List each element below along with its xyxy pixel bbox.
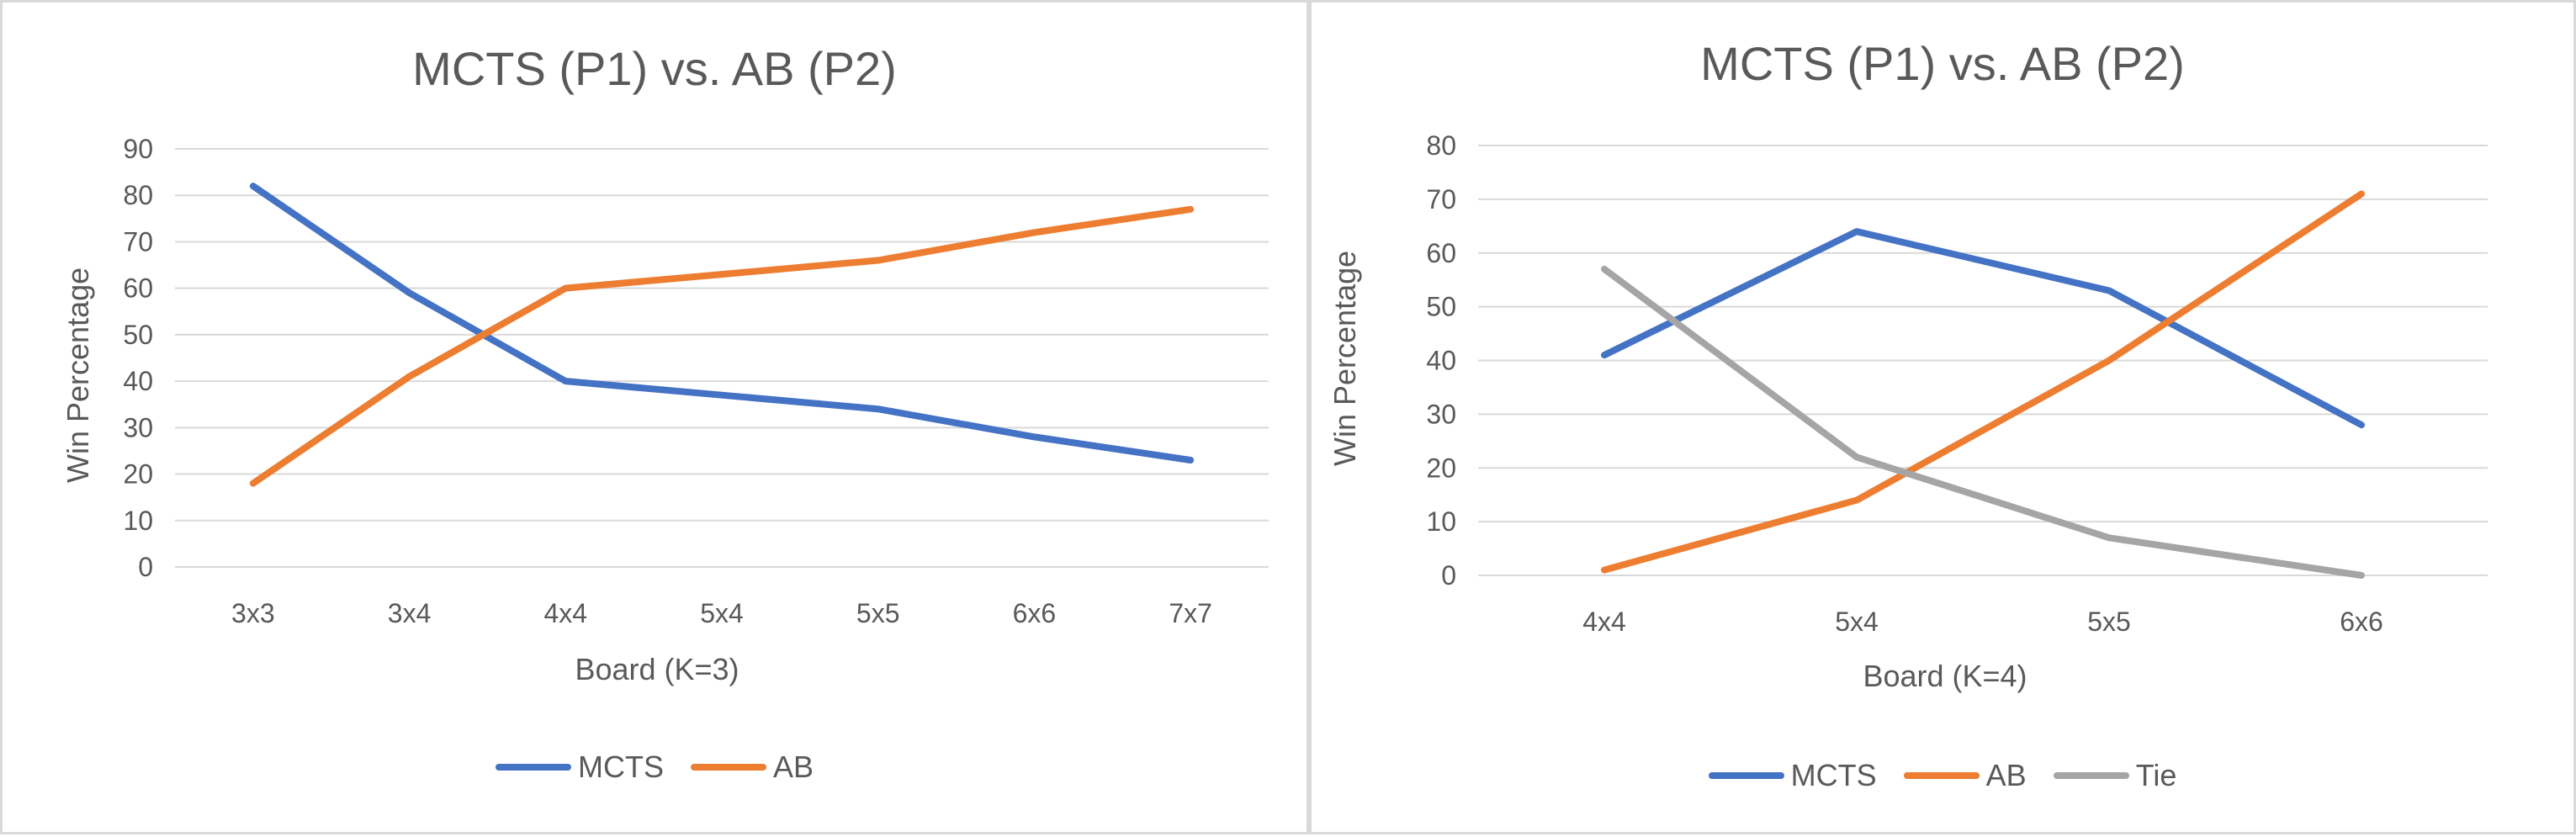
legend-item-mcts: MCTS bbox=[1708, 758, 1877, 793]
legend-item-ab: AB bbox=[1903, 758, 2027, 793]
x-tick-label: 5x4 bbox=[1835, 607, 1879, 637]
y-tick-label: 70 bbox=[123, 226, 153, 257]
chart-plot-left: 0 10 20 30 40 50 60 70 80 90 3x3 3x4 4x4 5x4 5x5 6x6 7x7 bbox=[123, 134, 1269, 628]
y-tick-label: 70 bbox=[1426, 184, 1456, 215]
y-tick-label: 10 bbox=[1426, 506, 1456, 537]
data-point-mcts bbox=[563, 379, 569, 384]
data-point-mcts bbox=[2359, 422, 2364, 428]
legend-item-ab: AB bbox=[690, 750, 814, 785]
x-tick-label: 5x5 bbox=[2087, 607, 2131, 637]
x-axis-title: Board (K=4) bbox=[1863, 659, 2027, 693]
data-point-tie bbox=[1854, 454, 1859, 460]
y-tick-label: 30 bbox=[123, 412, 153, 442]
x-tick-label: 6x6 bbox=[1013, 598, 1057, 628]
x-axis-title: Board (K=3) bbox=[575, 652, 739, 686]
chart-plot-right: 0 10 20 30 40 50 60 70 80 4x4 5x4 5x5 6x6 bbox=[1426, 130, 2488, 637]
data-point-mcts bbox=[250, 183, 256, 189]
y-tick-label: 90 bbox=[123, 134, 153, 164]
legend-label: Tie bbox=[2135, 758, 2177, 792]
data-point-ab bbox=[250, 480, 256, 486]
legend-swatch bbox=[2053, 772, 2129, 779]
legend-label: MCTS bbox=[1790, 758, 1877, 792]
legend-label: AB bbox=[772, 750, 814, 784]
legend-swatch bbox=[1708, 772, 1784, 779]
y-tick-label: 40 bbox=[123, 366, 153, 396]
x-tick-label: 4x4 bbox=[1582, 607, 1626, 637]
data-point-ab bbox=[719, 272, 724, 278]
legend-swatch bbox=[690, 764, 766, 771]
chart-title: MCTS (P1) vs. AB (P2) bbox=[412, 42, 897, 95]
series-line-ab bbox=[1601, 190, 2365, 574]
y-tick-label: 80 bbox=[123, 180, 153, 210]
y-tick-label: 0 bbox=[138, 552, 153, 582]
data-point-ab bbox=[875, 257, 881, 263]
data-point-mcts bbox=[719, 392, 724, 398]
data-point-ab bbox=[1031, 230, 1037, 236]
legend-item-tie: Tie bbox=[2053, 758, 2177, 793]
y-tick-label: 80 bbox=[1426, 130, 1456, 161]
x-tick-label: 3x4 bbox=[388, 598, 432, 628]
legend: MCTS AB Tie bbox=[1312, 758, 2573, 793]
y-tick-label: 20 bbox=[123, 459, 153, 490]
y-axis-title: Win Percentage bbox=[1328, 250, 1362, 466]
y-tick-label: 40 bbox=[1426, 346, 1456, 376]
y-tick-label: 10 bbox=[123, 506, 153, 536]
data-point-mcts bbox=[1854, 229, 1859, 235]
data-point-mcts bbox=[1031, 434, 1037, 440]
data-point-mcts bbox=[406, 290, 412, 296]
y-axis-title: Win Percentage bbox=[61, 267, 95, 483]
legend-swatch bbox=[1903, 772, 1980, 779]
x-tick-label: 5x5 bbox=[856, 598, 900, 628]
y-tick-label: 0 bbox=[1441, 560, 1456, 591]
y-tick-label: 30 bbox=[1426, 399, 1456, 429]
data-point-mcts bbox=[1188, 457, 1194, 463]
y-tick-label: 20 bbox=[1426, 453, 1456, 483]
y-tick-label: 60 bbox=[123, 273, 153, 304]
x-tick-label: 5x4 bbox=[700, 598, 744, 628]
chart-title: MCTS (P1) vs. AB (P2) bbox=[1700, 37, 2185, 90]
data-point-ab bbox=[1854, 497, 1859, 503]
data-point-ab bbox=[2107, 358, 2112, 363]
data-point-ab bbox=[2359, 191, 2364, 197]
legend-label: MCTS bbox=[577, 750, 664, 784]
data-point-ab bbox=[406, 373, 412, 379]
data-point-tie bbox=[2107, 535, 2112, 541]
data-point-ab bbox=[563, 285, 569, 291]
x-tick-label: 7x7 bbox=[1169, 598, 1212, 628]
chart-panel-left: MCTS (P1) vs. AB (P2) 0 10 20 30 40 50 60 70 80 9… bbox=[0, 0, 1309, 834]
x-tick-label: 4x4 bbox=[543, 598, 587, 628]
data-point-mcts bbox=[1602, 352, 1607, 358]
data-point-ab bbox=[1602, 567, 1607, 573]
legend: MCTS AB bbox=[3, 750, 1307, 785]
data-point-tie bbox=[1602, 266, 1607, 272]
data-point-ab bbox=[1188, 206, 1194, 212]
legend-swatch bbox=[495, 764, 571, 771]
y-tick-label: 50 bbox=[1426, 292, 1456, 322]
x-tick-label: 6x6 bbox=[2340, 607, 2383, 637]
chart-panel-right: MCTS (P1) vs. AB (P2) 0 10 20 30 40 50 60 70 80 4… bbox=[1309, 0, 2576, 834]
series-line-tie bbox=[1601, 265, 2365, 579]
data-point-tie bbox=[2359, 573, 2364, 578]
data-point-mcts bbox=[2107, 288, 2112, 294]
legend-label: AB bbox=[1985, 758, 2027, 792]
y-tick-label: 60 bbox=[1426, 238, 1456, 268]
x-tick-label: 3x3 bbox=[231, 598, 275, 628]
data-point-mcts bbox=[875, 406, 881, 412]
series-line-mcts bbox=[1601, 228, 2365, 429]
y-tick-label: 50 bbox=[123, 320, 153, 350]
legend-item-mcts: MCTS bbox=[495, 750, 664, 785]
